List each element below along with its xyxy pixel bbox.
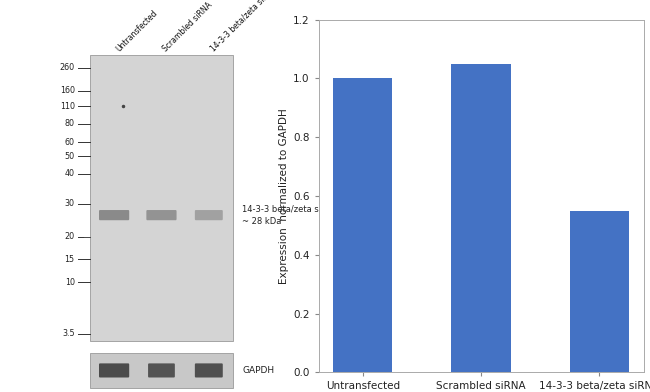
Text: 60: 60: [65, 138, 75, 147]
Bar: [452, 64, 510, 372]
Bar: [90, 55, 233, 341]
FancyBboxPatch shape: [195, 210, 223, 220]
Text: 260: 260: [60, 63, 75, 72]
Text: Scrambled siRNA: Scrambled siRNA: [161, 0, 214, 53]
Text: 160: 160: [60, 86, 75, 95]
FancyBboxPatch shape: [148, 363, 175, 377]
Text: GAPDH: GAPDH: [242, 366, 274, 375]
Text: 30: 30: [65, 199, 75, 208]
Y-axis label: Expression  normalized to GAPDH: Expression normalized to GAPDH: [279, 108, 289, 284]
Text: 15: 15: [64, 255, 75, 264]
Text: 40: 40: [65, 169, 75, 178]
Bar: [569, 211, 629, 372]
Text: 20: 20: [64, 232, 75, 241]
Text: 110: 110: [60, 102, 75, 111]
Text: 3.5: 3.5: [62, 329, 75, 338]
Text: Untransfected: Untransfected: [114, 8, 159, 53]
Text: 14-3-3 beta/zeta siRNA
~ 28 kDa: 14-3-3 beta/zeta siRNA ~ 28 kDa: [242, 205, 339, 225]
Text: 10: 10: [65, 278, 75, 287]
Bar: [90, 353, 233, 388]
FancyBboxPatch shape: [99, 363, 129, 377]
Text: 80: 80: [65, 119, 75, 128]
Bar: [333, 78, 393, 372]
FancyBboxPatch shape: [195, 363, 223, 377]
Text: 14-3-3 beta/zeta siRNA: 14-3-3 beta/zeta siRNA: [209, 0, 278, 53]
FancyBboxPatch shape: [146, 210, 177, 220]
Text: 50: 50: [64, 152, 75, 161]
FancyBboxPatch shape: [99, 210, 129, 220]
